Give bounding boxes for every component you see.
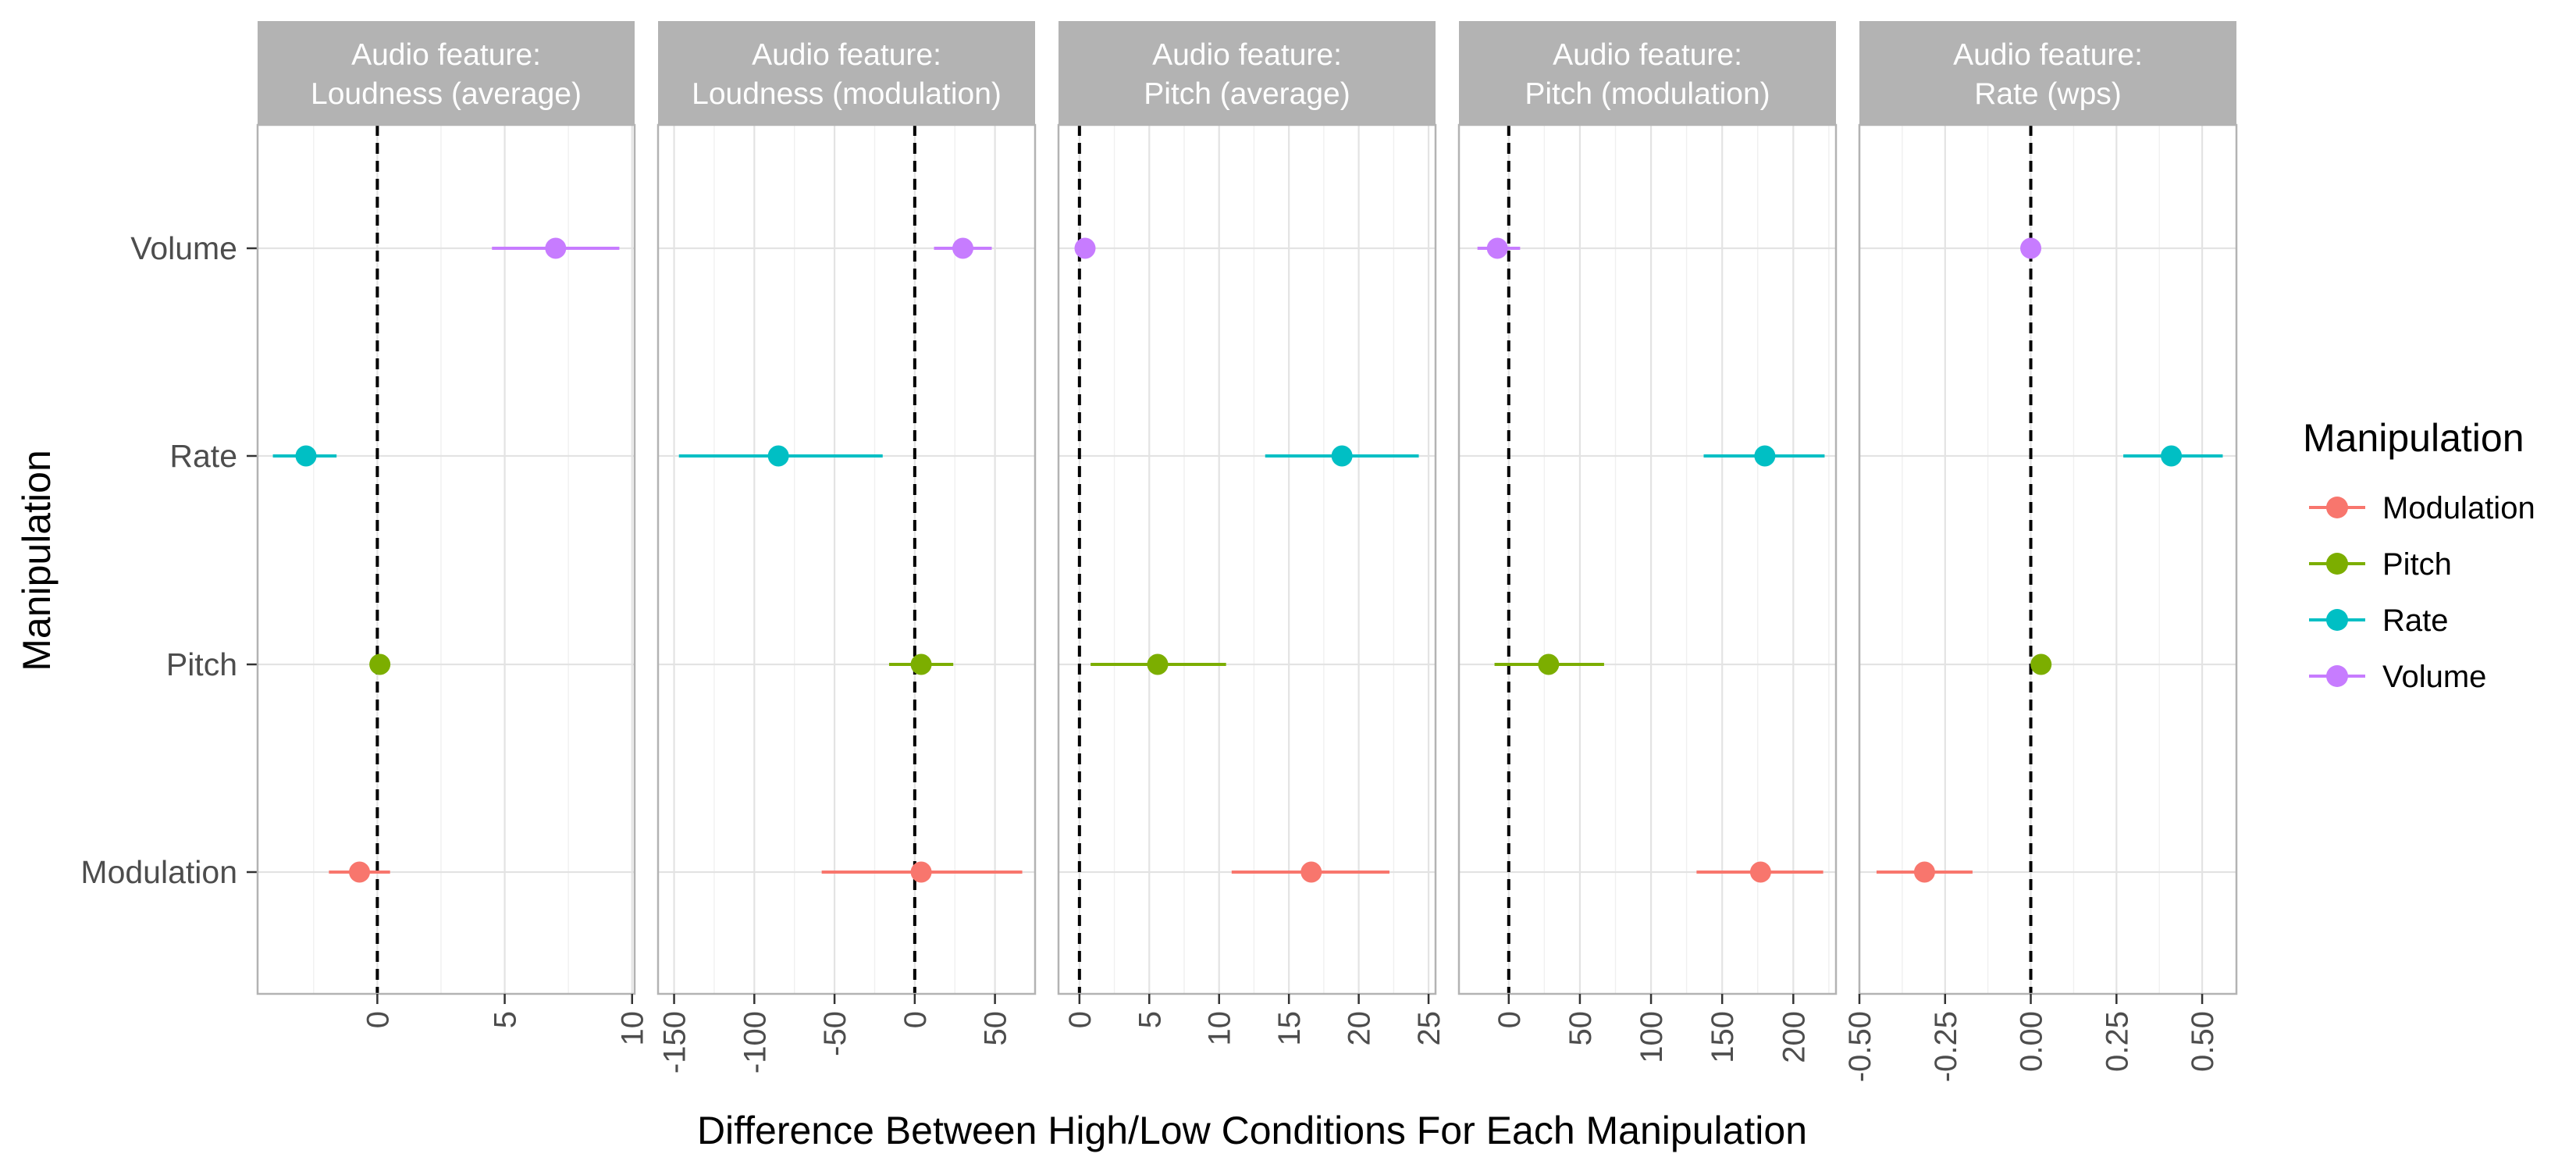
point-rate <box>295 445 317 467</box>
x-tick-label: 20 <box>1343 1011 1377 1046</box>
x-tick-label: 0 <box>1493 1011 1527 1028</box>
legend-key-point <box>2326 665 2348 687</box>
legend-label: Rate <box>2382 604 2449 638</box>
legend-key-point <box>2326 553 2348 575</box>
panel-strip-label: Loudness (modulation) <box>692 77 1002 111</box>
x-tick-label: 0.50 <box>2186 1011 2220 1072</box>
point-modulation <box>349 861 371 883</box>
legend-title: Manipulation <box>2303 416 2524 460</box>
point-volume <box>2020 237 2042 259</box>
x-tick-label: 0.25 <box>2100 1011 2134 1072</box>
panel-background <box>1459 125 1836 994</box>
point-pitch <box>910 653 932 675</box>
panel-strip <box>1859 21 2236 125</box>
panel-strip-label: Pitch (average) <box>1144 77 1350 111</box>
x-tick-label: 0 <box>1063 1011 1098 1028</box>
point-modulation <box>1749 861 1771 883</box>
legend-key-point <box>2326 609 2348 631</box>
panel-background <box>258 125 635 994</box>
x-tick-label: 200 <box>1777 1011 1811 1063</box>
panel-strip <box>258 21 635 125</box>
x-tick-label: -0.50 <box>1843 1011 1877 1082</box>
panel-strip-label: Audio feature: <box>1953 38 2143 72</box>
panel-strip-label: Loudness (average) <box>311 77 582 111</box>
y-tick-label: Modulation <box>80 854 237 890</box>
x-tick-label: 50 <box>1564 1011 1598 1046</box>
panel-strip-label: Audio feature: <box>752 38 941 72</box>
point-rate <box>1754 445 1776 467</box>
panel-strip <box>658 21 1035 125</box>
x-tick-label: 25 <box>1412 1011 1446 1046</box>
point-volume <box>1074 237 1096 259</box>
x-tick-label: 50 <box>979 1011 1013 1046</box>
x-tick-label: 0.00 <box>2015 1011 2049 1072</box>
panel-background <box>1859 125 2236 994</box>
x-axis-title: Difference Between High/Low Conditions F… <box>697 1109 1807 1152</box>
panel-strip-label: Pitch (modulation) <box>1525 77 1770 111</box>
panel-strip-label: Audio feature: <box>351 38 541 72</box>
point-pitch <box>1147 653 1169 675</box>
point-modulation <box>1913 861 1935 883</box>
y-tick-label: Pitch <box>166 646 237 682</box>
panel-background <box>1059 125 1436 994</box>
panel-strip-label: Audio feature: <box>1553 38 1742 72</box>
legend-label: Volume <box>2382 660 2486 694</box>
point-modulation <box>1300 861 1322 883</box>
panel-strip <box>1459 21 1836 125</box>
legend-key-point <box>2326 497 2348 518</box>
x-tick-label: 0 <box>361 1011 395 1028</box>
x-tick-label: -150 <box>658 1011 692 1074</box>
point-volume <box>1486 237 1508 259</box>
legend-label: Modulation <box>2382 491 2535 525</box>
x-tick-label: 5 <box>1133 1011 1167 1028</box>
point-rate <box>1331 445 1353 467</box>
x-tick-label: 0 <box>898 1011 933 1028</box>
point-pitch <box>1538 653 1560 675</box>
y-tick-label: Volume <box>130 230 237 266</box>
panel-strip-label: Rate (wps) <box>1974 77 2122 111</box>
x-tick-label: 5 <box>489 1011 523 1028</box>
y-tick-label: Rate <box>169 438 237 474</box>
x-tick-label: 10 <box>1203 1011 1237 1046</box>
x-tick-label: -100 <box>738 1011 772 1074</box>
panel-strip <box>1059 21 1436 125</box>
x-tick-label: -50 <box>818 1011 852 1056</box>
x-tick-label: 150 <box>1706 1011 1740 1063</box>
panel-background <box>658 125 1035 994</box>
x-tick-label: 10 <box>616 1011 650 1046</box>
panel-strip-label: Audio feature: <box>1152 38 1342 72</box>
point-volume <box>952 237 974 259</box>
legend-label: Pitch <box>2382 547 2452 582</box>
y-axis-title: Manipulation <box>15 450 59 671</box>
point-pitch <box>2030 653 2052 675</box>
x-tick-label: 100 <box>1635 1011 1669 1063</box>
point-rate <box>2161 445 2183 467</box>
x-tick-label: 15 <box>1272 1011 1307 1046</box>
x-tick-label: -0.25 <box>1929 1011 1963 1082</box>
point-volume <box>545 237 567 259</box>
point-pitch <box>369 653 391 675</box>
point-modulation <box>910 861 932 883</box>
point-rate <box>767 445 789 467</box>
